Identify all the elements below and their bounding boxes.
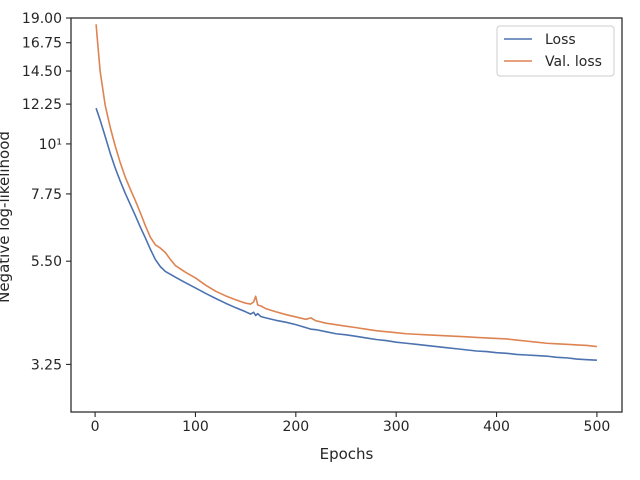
y-axis-label: Negative log-likelihood xyxy=(0,131,13,303)
x-tick-label-5: 500 xyxy=(584,419,611,435)
x-tick-label-2: 200 xyxy=(282,419,309,435)
y-tick-label-4: 10¹ xyxy=(39,137,62,153)
x-tick-label-0: 0 xyxy=(91,419,100,435)
x-tick-label-4: 400 xyxy=(483,419,510,435)
ticks-layer: 0 100 200 300 400 500 19.00 16.75 14.50 12.25 10¹ 7… xyxy=(22,11,610,435)
series-line-0 xyxy=(95,107,597,362)
x-tick-label-3: 300 xyxy=(383,419,410,435)
y-tick-label-5: 7.75 xyxy=(31,187,62,203)
series-layer xyxy=(95,24,597,362)
y-tick-label-7: 3.25 xyxy=(31,357,62,373)
plot-frame xyxy=(70,17,623,413)
legend: Loss Val. loss xyxy=(496,25,615,77)
y-tick-label-1: 16.75 xyxy=(22,36,62,52)
y-tick-label-3: 12.25 xyxy=(22,97,62,113)
y-tick-label-2: 14.50 xyxy=(22,64,62,80)
y-tick-label-0: 19.00 xyxy=(22,11,62,27)
legend-label-0: Loss xyxy=(545,32,576,48)
x-tick-label-1: 100 xyxy=(182,419,209,435)
series-line-1 xyxy=(95,24,597,348)
legend-label-1: Val. loss xyxy=(545,54,602,70)
y-tick-label-6: 5.50 xyxy=(31,254,62,270)
x-axis-label: Epochs xyxy=(320,445,374,463)
